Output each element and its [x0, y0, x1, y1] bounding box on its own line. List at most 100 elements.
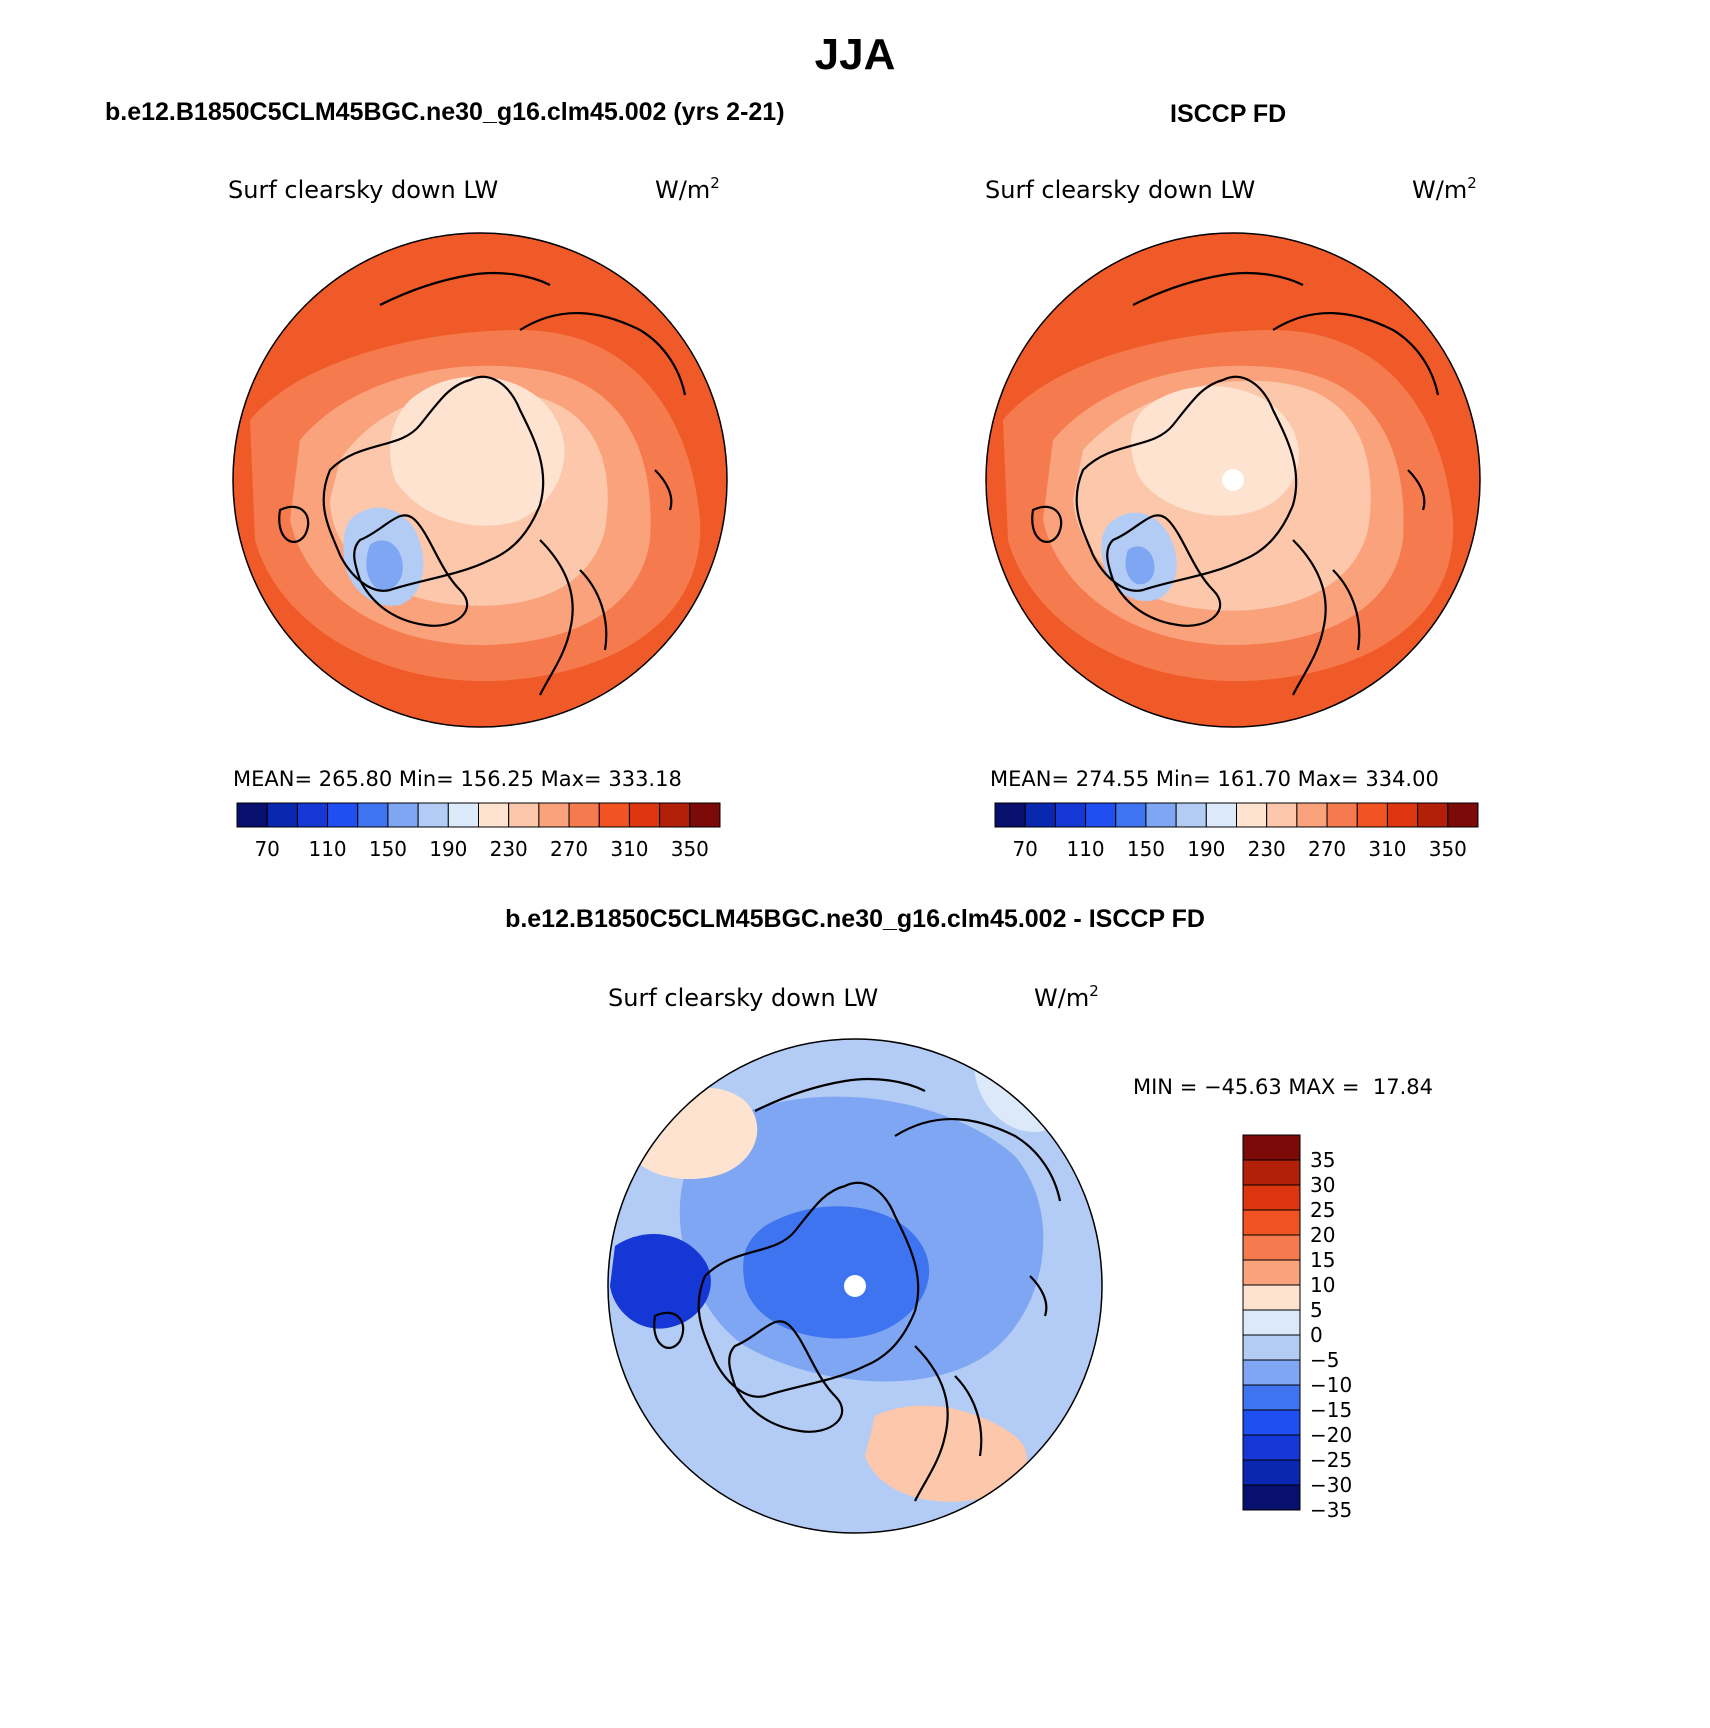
- colorbar-swatch: [1145, 802, 1177, 828]
- colorbar-tick-label: 0: [1310, 1323, 1323, 1347]
- colorbar-tick-label: 270: [1308, 837, 1346, 861]
- colorbar-tick-label: −10: [1310, 1373, 1352, 1397]
- colorbar-tick-label: −15: [1310, 1398, 1352, 1422]
- colorbar-swatch: [1242, 1459, 1301, 1486]
- colorbar-swatch: [689, 802, 721, 828]
- colorbar-tick-label: 5: [1310, 1298, 1323, 1322]
- colorbar-swatch: [1326, 802, 1358, 828]
- colorbar-swatch: [1242, 1159, 1301, 1186]
- colorbar-swatch: [659, 802, 691, 828]
- colorbar-tick-label: −35: [1310, 1498, 1352, 1522]
- colorbar-swatch: [357, 802, 389, 828]
- colorbar-swatch: [296, 802, 329, 828]
- map-obs-border: [985, 232, 1481, 728]
- map-diff: [607, 1038, 1103, 1534]
- colorbar-tick-label: −25: [1310, 1448, 1352, 1472]
- colorbar-swatch: [1242, 1484, 1301, 1511]
- colorbar-swatch: [1417, 802, 1449, 828]
- colorbar-swatch: [1242, 1284, 1301, 1311]
- colorbar-swatch: [628, 802, 661, 828]
- colorbar-tick-label: 15: [1310, 1248, 1335, 1272]
- obs-variable-label: Surf clearsky down LW: [985, 176, 1255, 204]
- colorbar-tick-label: −30: [1310, 1473, 1352, 1497]
- colorbar-swatch: [1054, 802, 1087, 828]
- obs-stats: MEAN= 274.55 Min= 161.70 Max= 334.00: [990, 767, 1439, 791]
- figure-title: JJA: [814, 30, 896, 79]
- map-region-3: [610, 1234, 711, 1329]
- colorbar-swatch: [1205, 802, 1237, 828]
- colorbar-swatch: [1024, 802, 1056, 828]
- colorbar-tick-label: 30: [1310, 1173, 1335, 1197]
- colorbar-tick-label: 25: [1310, 1198, 1335, 1222]
- colorbar-tick-label: 270: [550, 837, 588, 861]
- colorbar-swatch: [1296, 802, 1328, 828]
- colorbar-swatch: [1236, 802, 1268, 828]
- colorbar-tick-label: 190: [429, 837, 467, 861]
- colorbar-swatch: [266, 802, 298, 828]
- colorbar-swatch: [447, 802, 479, 828]
- colorbar-swatch: [1175, 802, 1207, 828]
- colorbar-tick-label: 310: [1368, 837, 1406, 861]
- colorbar-tick-label: 110: [1066, 837, 1104, 861]
- map-model-border: [232, 232, 728, 728]
- colorbar-swatch: [387, 802, 419, 828]
- map-region-4: [1131, 386, 1299, 516]
- map-region-2: [743, 1206, 930, 1339]
- pole-missing-data: [844, 1275, 866, 1297]
- colorbar-swatch: [1356, 802, 1388, 828]
- colorbar-swatch: [1242, 1409, 1301, 1436]
- map-region-6: [1125, 546, 1155, 585]
- map-obs: [985, 232, 1481, 728]
- colorbar-tick-label: 230: [490, 837, 528, 861]
- colorbar-swatch: [236, 802, 268, 828]
- colorbar-swatch: [568, 802, 600, 828]
- colorbar-swatch: [417, 802, 449, 828]
- obs-colorbar: 70 110 150 190 230 270 310 350: [994, 802, 1479, 861]
- colorbar-swatch: [1242, 1384, 1301, 1411]
- colorbar-swatch: [1242, 1359, 1301, 1386]
- colorbar-swatch: [1242, 1259, 1301, 1286]
- colorbar-tick-label: 150: [369, 837, 407, 861]
- colorbar-swatch: [1447, 802, 1479, 828]
- colorbar-swatch: [327, 802, 359, 828]
- diff-stats: MIN = −45.63 MAX = 17.84: [1133, 1075, 1433, 1099]
- colorbar-swatch: [478, 802, 510, 828]
- colorbar-swatch: [1085, 802, 1117, 828]
- colorbar-tick-label: 70: [1012, 837, 1037, 861]
- colorbar-swatch: [1242, 1184, 1301, 1211]
- model-units-label: W/m2: [655, 174, 720, 204]
- diff-units-label: W/m2: [1034, 982, 1099, 1012]
- colorbar-swatch: [994, 802, 1026, 828]
- colorbar-swatch: [508, 802, 540, 828]
- panel-title-diff: b.e12.B1850C5CLM45BGC.ne30_g16.clm45.002…: [505, 905, 1205, 933]
- colorbar-tick-label: 110: [308, 837, 346, 861]
- colorbar-swatch: [1242, 1434, 1301, 1461]
- colorbar-tick-label: 20: [1310, 1223, 1335, 1247]
- colorbar-tick-label: −5: [1310, 1348, 1339, 1372]
- obs-units-label: W/m2: [1412, 174, 1477, 204]
- colorbar-tick-label: 150: [1127, 837, 1165, 861]
- colorbar-tick-label: 350: [1429, 837, 1467, 861]
- panel-title-model: b.e12.B1850C5CLM45BGC.ne30_g16.clm45.002…: [105, 98, 785, 126]
- colorbar-tick-label: 10: [1310, 1273, 1335, 1297]
- colorbar-swatch: [1242, 1209, 1301, 1236]
- colorbar-swatch: [1242, 1234, 1301, 1261]
- colorbar-swatch: [538, 802, 570, 828]
- colorbar-swatch: [1242, 1334, 1301, 1361]
- colorbar-tick-label: 350: [671, 837, 709, 861]
- colorbar-swatch: [1266, 802, 1298, 828]
- colorbar-tick-label: 70: [254, 837, 279, 861]
- colorbar-swatch: [1242, 1309, 1301, 1336]
- colorbar-tick-label: 190: [1187, 837, 1225, 861]
- map-region-5: [865, 1405, 1027, 1502]
- map-model: [232, 232, 728, 728]
- colorbar-swatch: [1115, 802, 1147, 828]
- colorbar-tick-label: 35: [1310, 1148, 1335, 1172]
- model-colorbar: 70 110 150 190 230 270 310 350: [236, 802, 721, 861]
- colorbar-swatch: [1386, 802, 1419, 828]
- model-stats: MEAN= 265.80 Min= 156.25 Max= 333.18: [233, 767, 682, 791]
- colorbar-tick-label: 310: [610, 837, 648, 861]
